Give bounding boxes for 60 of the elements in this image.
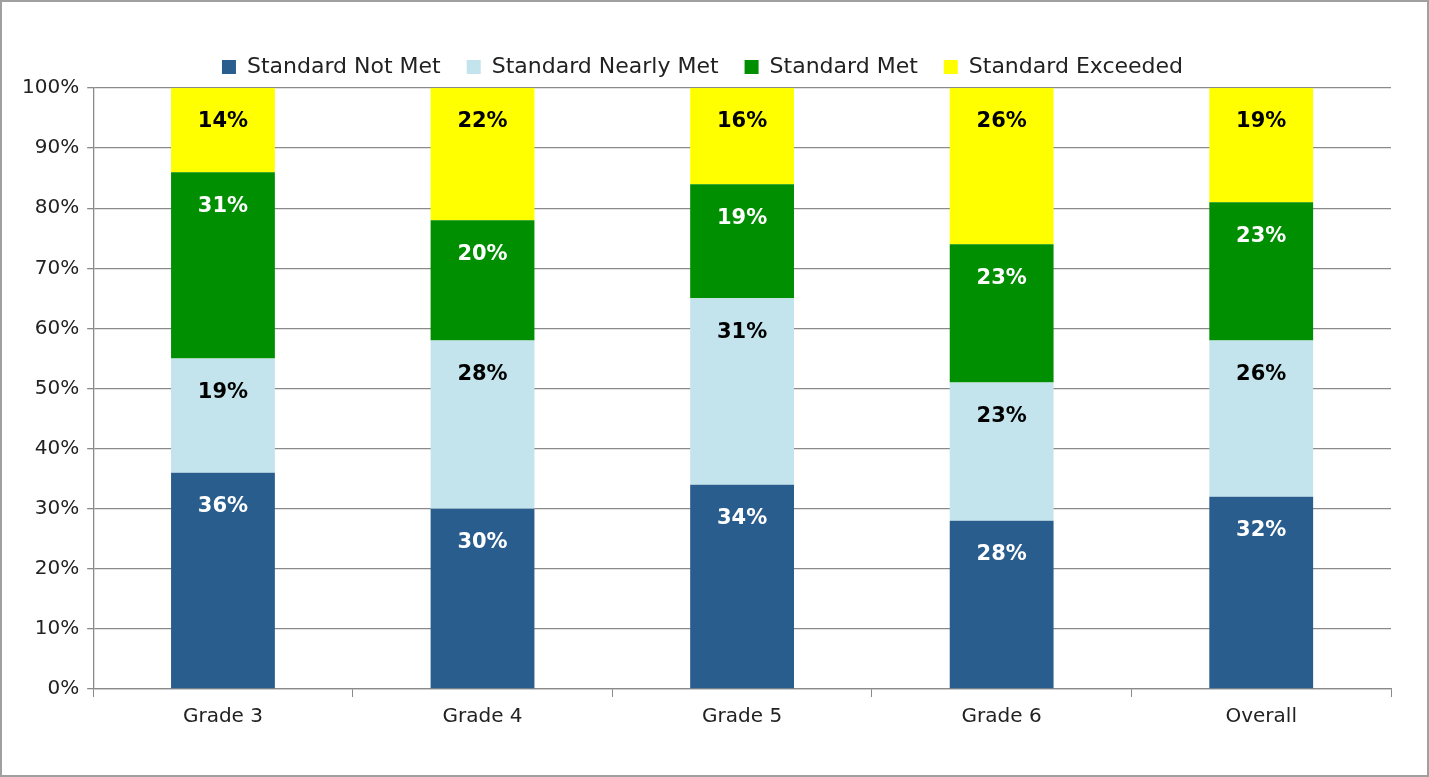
data-label: 14% [197,108,249,133]
bar [690,184,794,299]
bar [430,340,535,509]
data-label: 30% [457,529,508,554]
legend-label: Standard Met [769,52,919,78]
y-tick-label: 50% [34,374,80,399]
data-label: 31% [197,192,249,217]
bar [430,220,535,341]
y-tick-label: 90% [34,134,80,159]
y-tick-label: 60% [34,314,80,339]
data-label: 26% [976,108,1027,133]
data-label: 19% [716,204,768,229]
data-label: 23% [976,264,1027,289]
bar [171,472,275,689]
y-tick-label: 20% [34,555,80,579]
data-label: 23% [1236,222,1287,247]
bar [171,88,275,173]
data-label: 31% [716,318,768,343]
data-label: 32% [1236,517,1287,542]
bar [690,88,794,185]
x-tick-label: Grade 6 [961,703,1042,728]
bar [690,484,794,689]
data-label: 28% [976,541,1027,566]
bar [690,298,794,485]
legend-label: Standard Exceeded [968,52,1184,78]
data-label: 28% [457,360,508,385]
bar [1209,202,1314,341]
y-tick-label: 0% [47,675,80,700]
legend-label: Standard Not Met [246,52,442,78]
y-tick-label: 10% [34,615,80,640]
x-tick-label: Grade 5 [702,703,783,728]
data-label: 19% [197,378,249,403]
bar [949,520,1054,689]
y-tick-label: 30% [34,494,80,519]
bar [1209,496,1314,689]
bar [171,358,275,473]
bar [949,382,1054,521]
bar [1209,340,1314,497]
bar [1209,88,1314,203]
data-label: 36% [197,493,249,518]
bar [430,88,535,221]
y-tick-label: 40% [34,434,80,459]
x-tick-label: Overall [1225,703,1297,728]
x-tick-label: Grade 3 [182,703,263,728]
x-tick-label: Grade 4 [442,703,523,728]
bar [430,508,535,689]
bar [949,244,1054,383]
bar [949,88,1054,245]
data-label: 22% [457,108,508,133]
data-label: 19% [1236,108,1287,133]
data-label: 34% [716,505,768,530]
y-tick-label: 100% [21,74,80,99]
data-label: 20% [457,240,508,265]
bar [171,172,275,359]
y-tick-label: 80% [34,194,80,219]
y-tick-label: 70% [34,254,80,279]
data-label: 16% [716,108,768,133]
data-label: 26% [1236,360,1287,385]
legend-label: Standard Nearly Met [491,52,719,78]
data-label: 23% [976,402,1027,427]
